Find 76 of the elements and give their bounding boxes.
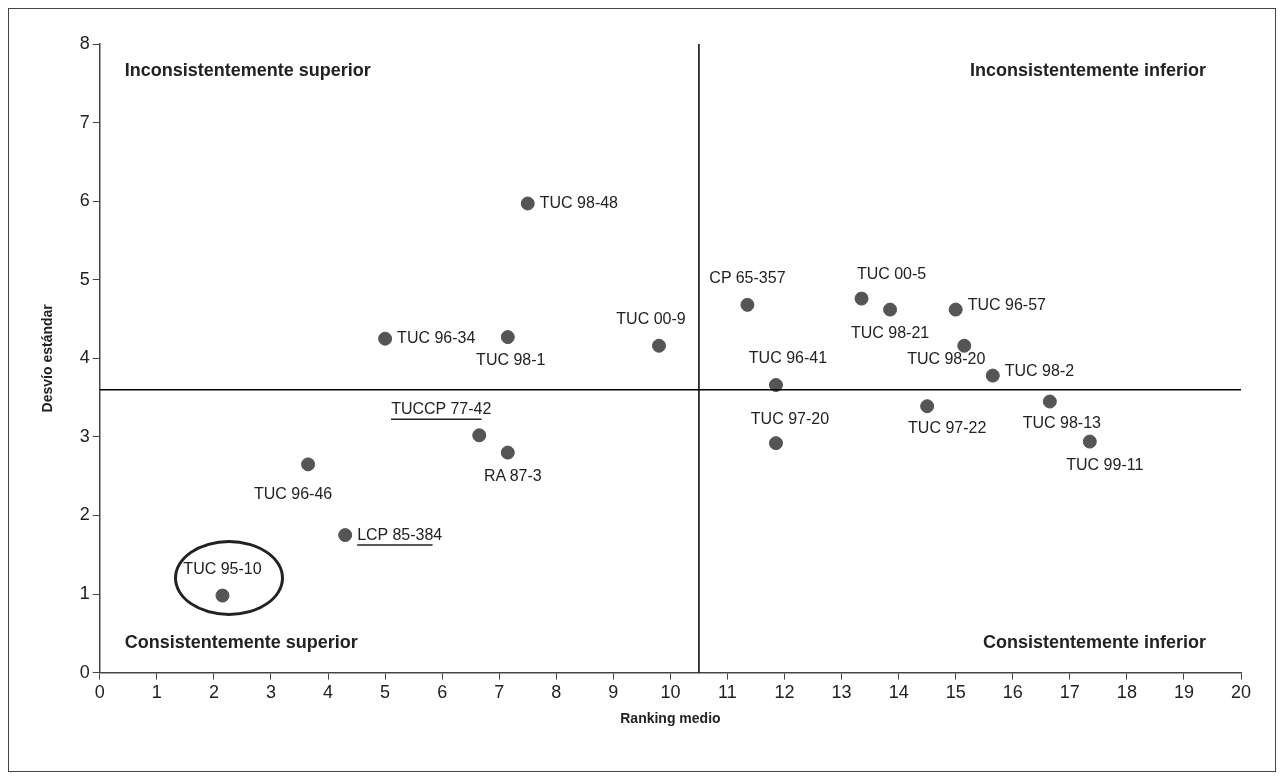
y-tick-label: 2 [79, 504, 90, 525]
point [957, 338, 972, 353]
y-tick-label: 5 [79, 268, 90, 289]
point [1042, 394, 1057, 409]
x-tick-label: 12 [774, 682, 795, 703]
x-tick-label: 16 [1002, 682, 1023, 703]
annotation: Inconsistentemente inferior [969, 59, 1206, 80]
x-tick-label: 11 [718, 682, 737, 703]
x-axis-title: Ranking medio [620, 710, 721, 727]
point [215, 588, 230, 603]
annotation: TUC 98-20 [907, 350, 986, 368]
x-tick-label: 10 [660, 682, 681, 703]
annotation: Consistentemente superior [124, 631, 358, 652]
point [378, 331, 393, 346]
x-tick-label: 3 [265, 682, 276, 703]
point [768, 436, 783, 451]
x-tick-label: 2 [208, 682, 219, 703]
x-tick-label: 15 [945, 682, 966, 703]
x-tick-label: 17 [1059, 682, 1080, 703]
x-tick-label: 8 [551, 682, 562, 703]
annotation: TUC 98-13 [1022, 413, 1102, 431]
annotation: TUC 98-2 [1004, 361, 1075, 379]
annotation: TUC 00-5 [856, 264, 927, 282]
point [985, 368, 1000, 383]
y-tick-label: 6 [79, 190, 90, 211]
point [472, 428, 487, 443]
point [768, 378, 783, 393]
x-tick-label: 6 [437, 682, 448, 703]
annotation: TUC 96-41 [748, 349, 828, 367]
y-tick-label: 3 [79, 425, 90, 446]
point [948, 302, 963, 317]
x-tick-label: 19 [1173, 682, 1194, 703]
y-tick-label: 0 [79, 661, 90, 682]
annotation: TUC 98-48 [539, 193, 619, 211]
annotation: Consistentemente inferior [982, 631, 1206, 652]
point [500, 445, 515, 460]
point [1082, 434, 1097, 449]
x-tick-label: 9 [608, 682, 619, 703]
annotation: TUC 00-9 [616, 310, 686, 328]
annotation: TUC 96-46 [253, 484, 333, 502]
y-tick-label: 1 [79, 582, 90, 603]
annotation: CP 65-357 [709, 269, 786, 287]
point [883, 302, 898, 317]
x-tick-label: 5 [380, 682, 391, 703]
point [651, 338, 666, 353]
x-tick-label: 18 [1116, 682, 1137, 703]
annotation: TUC 98-1 [476, 351, 546, 369]
annotation: RA 87-3 [483, 467, 542, 484]
x-tick-label: 7 [494, 682, 505, 703]
annotation: TUC 97-22 [908, 418, 987, 436]
annotation: TUC 98-21 [850, 323, 930, 341]
point [338, 528, 353, 543]
y-tick-label: 4 [79, 347, 90, 368]
annotation: TUCCP 77-42 [391, 399, 492, 417]
x-tick-label: 0 [94, 682, 105, 703]
annotation: TUC 95-10 [183, 560, 262, 577]
x-tick-label: 13 [831, 682, 852, 703]
point [854, 291, 869, 306]
annotation: LCP 85-384 [357, 525, 443, 543]
annotation: Inconsistentemente superior [124, 59, 371, 80]
point [301, 457, 316, 472]
x-tick-label: 1 [151, 682, 162, 703]
annotation: TUC 99-11 [1066, 456, 1144, 473]
annotation: TUC 96-57 [967, 295, 1047, 313]
point [500, 330, 515, 345]
x-tick-label: 4 [323, 682, 334, 703]
annotation: TUC 96-34 [397, 329, 476, 347]
point [920, 399, 935, 414]
x-tick-label: 14 [888, 682, 909, 703]
y-tick-label: 8 [79, 32, 90, 53]
y-tick-label: 7 [79, 111, 90, 132]
point [740, 297, 755, 312]
y-axis-title: Desvío estándar [39, 303, 56, 413]
point [520, 196, 535, 211]
annotation: TUC 97-20 [750, 409, 830, 427]
x-tick-label: 20 [1230, 682, 1252, 703]
